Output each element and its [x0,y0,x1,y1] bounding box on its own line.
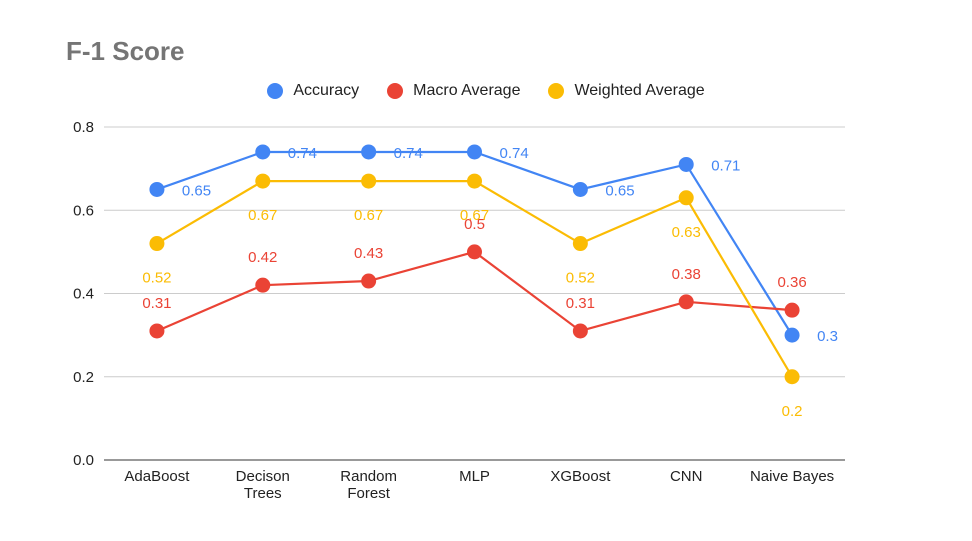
y-tick-label: 0.4 [73,286,94,303]
x-tick-label: MLP [459,468,490,485]
legend-swatch-macro-average [387,83,404,99]
data-point [467,173,482,189]
x-tick-label: AdaBoost [124,468,190,485]
data-label: 0.52 [566,270,595,287]
data-label: 0.67 [460,207,489,224]
x-tick-label: Forest [347,485,390,502]
data-point [467,144,482,160]
x-tick-label: Trees [244,485,282,502]
y-tick-label: 0.2 [73,369,94,386]
data-point [255,144,271,160]
data-point [361,173,377,189]
x-tick-label: Random [340,468,397,485]
data-label: 0.5 [464,216,485,233]
data-point [255,173,271,189]
legend-item-accuracy[interactable]: Accuracy [267,82,359,100]
data-point [784,302,800,318]
data-point [149,236,165,252]
data-label: 0.63 [672,224,701,241]
data-label: 0.42 [248,249,277,266]
x-tick-label: CNN [670,468,703,485]
legend-label-weighted-average: Weighted Average [574,82,705,99]
data-label: 0.74 [500,145,529,162]
chart-title: F-1 Score [66,36,185,66]
data-point [361,144,377,160]
data-label: 0.3 [817,328,838,345]
data-label: 0.67 [354,207,383,224]
legend-item-macro-average[interactable]: Macro Average [387,82,520,100]
data-label: 0.38 [672,266,701,283]
data-label: 0.65 [182,182,211,199]
data-point [678,156,694,172]
data-point [255,277,271,293]
y-tick-label: 0.0 [73,452,94,469]
data-point [784,327,800,343]
data-point [572,323,588,339]
data-label: 0.43 [354,245,383,262]
legend-label-macro-average: Macro Average [413,82,521,99]
data-point [572,236,588,252]
data-label: 0.2 [782,403,803,420]
data-label: 0.31 [142,295,171,312]
x-tick-label: XGBoost [550,468,611,485]
data-label: 0.71 [711,157,740,174]
data-label: 0.65 [605,182,634,199]
data-label: 0.74 [394,145,423,162]
legend: Accuracy Macro Average Weighted Average [0,82,972,100]
data-point [784,369,800,385]
data-point [149,323,165,339]
y-tick-label: 0.6 [73,202,94,219]
data-label: 0.74 [288,145,317,162]
legend-item-weighted-average[interactable]: Weighted Average [548,82,705,100]
data-point [678,190,694,206]
legend-swatch-weighted-average [548,83,565,99]
data-point [467,244,482,260]
legend-label-accuracy: Accuracy [293,82,360,99]
data-point [149,181,165,197]
data-label: 0.36 [777,274,806,291]
data-label: 0.52 [142,270,171,287]
data-label: 0.67 [248,207,277,224]
data-point [361,273,377,289]
legend-swatch-accuracy [267,83,284,99]
x-tick-label: Naive Bayes [750,468,834,485]
y-tick-label: 0.8 [73,119,94,136]
data-point [572,181,588,197]
data-label: 0.31 [566,295,595,312]
x-tick-label: Decison [236,468,290,485]
data-point [678,294,694,310]
